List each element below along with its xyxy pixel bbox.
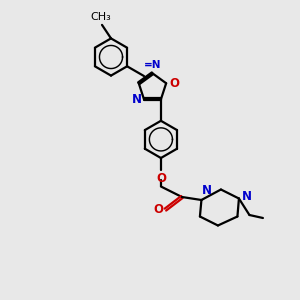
Text: O: O (153, 203, 163, 216)
Text: CH₃: CH₃ (90, 12, 111, 22)
Text: O: O (156, 172, 166, 185)
Text: N: N (242, 190, 252, 203)
Text: O: O (170, 77, 180, 90)
Text: =N: =N (144, 60, 162, 70)
Text: N: N (202, 184, 212, 197)
Text: N: N (132, 93, 142, 106)
